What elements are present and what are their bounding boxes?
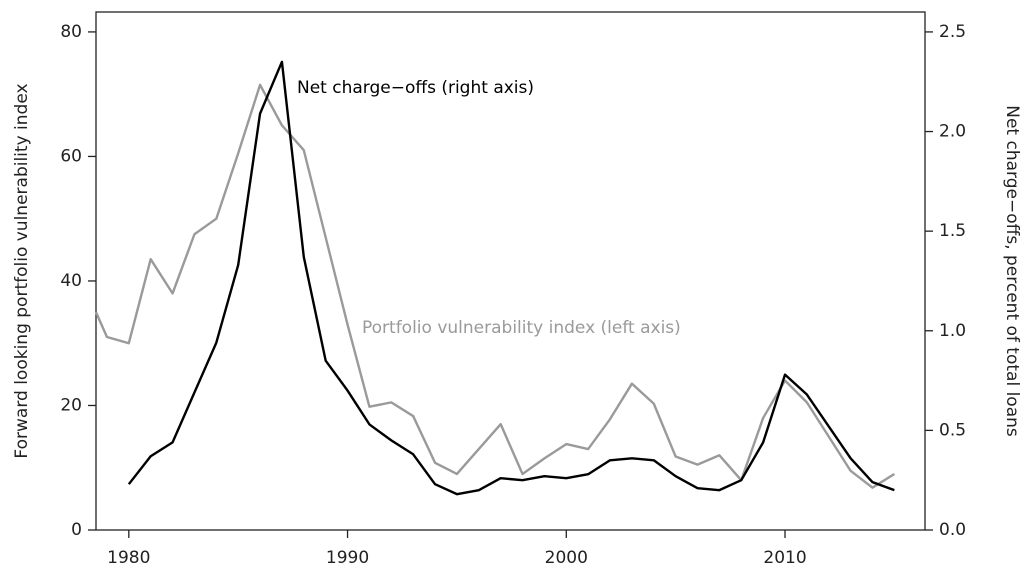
x-tick-label: 1980	[107, 548, 150, 568]
series-line	[94, 83, 896, 489]
y-axis-title: Forward looking portfolio vulnerability …	[12, 83, 32, 458]
y-tick-label: 0	[71, 520, 82, 540]
y2-tick-label: 0.0	[939, 520, 966, 540]
x-tick-label: 2000	[545, 548, 588, 568]
y2-tick-label: 2.0	[939, 122, 966, 142]
y-tick-label: 80	[60, 22, 82, 42]
y2-tick-label: 2.5	[939, 22, 966, 42]
y-tick-label: 40	[60, 271, 82, 291]
x-tick-label: 1990	[326, 548, 369, 568]
y-tick-label: 20	[60, 395, 82, 415]
x-tick-label: 2010	[763, 548, 806, 568]
y2-tick-label: 1.0	[939, 321, 966, 341]
series-annotation: Portfolio vulnerability index (left axis…	[362, 318, 681, 338]
series-line	[127, 60, 895, 496]
y2-tick-label: 0.5	[939, 420, 966, 440]
y-tick-label: 60	[60, 146, 82, 166]
y2-tick-label: 1.5	[939, 221, 966, 241]
y2-axis-title: Net charge−offs, percent of total loans	[1002, 105, 1022, 437]
plot-frame	[95, 11, 926, 531]
series-annotation: Net charge−offs (right axis)	[297, 78, 534, 98]
